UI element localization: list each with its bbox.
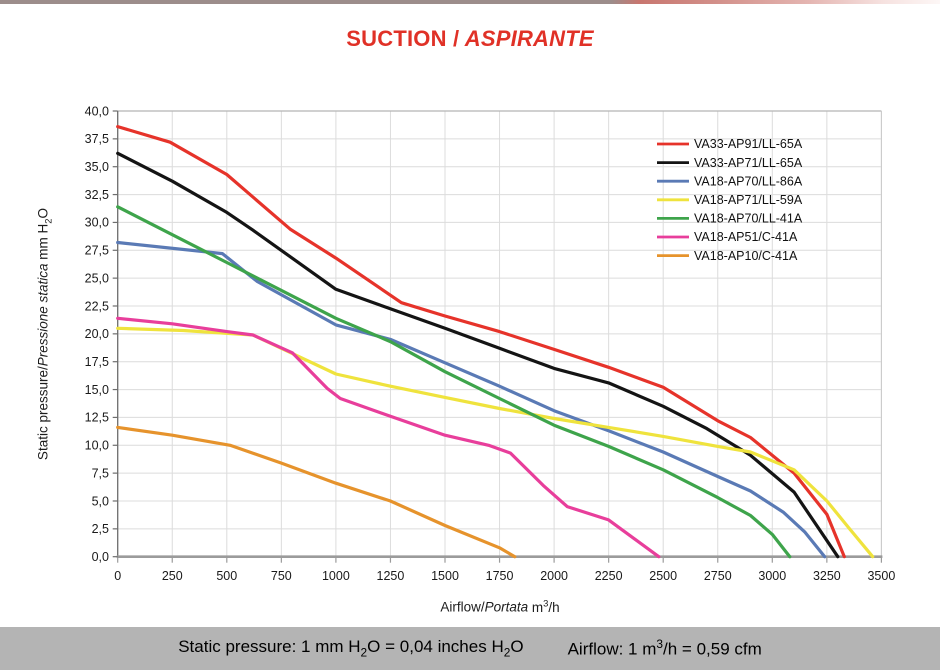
y-tick-label: 22,5 bbox=[85, 299, 109, 313]
pressure-conversion-note: Static pressure: 1 mm H2O = 0,04 inches … bbox=[178, 637, 524, 660]
x-tick-label: 2750 bbox=[704, 569, 732, 583]
x-axis-title: Airflow/Portata m3/h bbox=[0, 598, 940, 615]
y-axis-title-unit: mm H2O bbox=[35, 207, 55, 264]
top-accent-bar bbox=[0, 0, 940, 4]
y-axis-title-plain: Static pressure/ bbox=[35, 366, 51, 461]
x-tick-label: 1500 bbox=[431, 569, 459, 583]
x-tick-label: 1250 bbox=[377, 569, 405, 583]
series-line-VA18-AP10/C-41A bbox=[116, 425, 517, 559]
legend-item: VA18-AP51/C-41A bbox=[657, 230, 798, 244]
y-tick-label: 35,0 bbox=[85, 160, 109, 174]
page-title: SUCTION / ASPIRANTE bbox=[0, 26, 940, 52]
y-tick-label: 5,0 bbox=[92, 494, 109, 508]
page-title-italic: ASPIRANTE bbox=[459, 26, 594, 51]
series-line-VA33-AP71/LL-65A bbox=[116, 151, 840, 559]
y-axis-title-italic: Pressione statica bbox=[35, 263, 51, 367]
y-tick-label: 25,0 bbox=[85, 271, 109, 285]
x-axis-title-italic: Portata bbox=[484, 599, 529, 615]
x-tick-label: 2000 bbox=[540, 569, 568, 583]
y-tick-label: 2,5 bbox=[92, 522, 109, 536]
y-tick-label: 30,0 bbox=[85, 216, 109, 230]
conversion-note-bar: Static pressure: 1 mm H2O = 0,04 inches … bbox=[0, 627, 940, 670]
legend-label: VA18-AP70/LL-41A bbox=[694, 212, 803, 226]
series-line-VA18-AP51/C-41A bbox=[116, 316, 661, 559]
x-tick-label: 1000 bbox=[322, 569, 350, 583]
x-tick-label: 750 bbox=[271, 569, 292, 583]
series-line-VA18-AP70/LL-86A bbox=[116, 240, 827, 559]
x-tick-label: 0 bbox=[114, 569, 121, 583]
legend-label: VA18-AP10/C-41A bbox=[694, 249, 798, 263]
airflow-conversion-note: Airflow: 1 m3/h = 0,59 cfm bbox=[567, 637, 762, 659]
x-tick-label: 1750 bbox=[486, 569, 514, 583]
y-tick-label: 27,5 bbox=[85, 244, 109, 258]
y-tick-label: 10,0 bbox=[85, 439, 109, 453]
page-title-plain: SUCTION / bbox=[346, 26, 460, 51]
y-tick-label: 7,5 bbox=[92, 466, 109, 480]
series-line-VA33-AP91/LL-65A bbox=[116, 125, 846, 559]
legend-label: VA18-AP70/LL-86A bbox=[694, 174, 803, 188]
legend-item: VA18-AP70/LL-86A bbox=[657, 174, 803, 188]
legend-label: VA33-AP91/LL-65A bbox=[694, 137, 803, 151]
legend-item: VA18-AP70/LL-41A bbox=[657, 212, 803, 226]
legend-item: VA33-AP91/LL-65A bbox=[657, 137, 803, 151]
y-axis-title: Static pressure/Pressione statica mm H2O bbox=[36, 208, 55, 460]
y-tick-label: 17,5 bbox=[85, 355, 109, 369]
x-tick-label: 3000 bbox=[758, 569, 786, 583]
x-axis-title-plain: Airflow/ bbox=[440, 599, 485, 615]
x-tick-label: 250 bbox=[162, 569, 183, 583]
series-line-VA18-AP70/LL-41A bbox=[116, 205, 792, 559]
y-tick-label: 0,0 bbox=[92, 550, 109, 564]
y-tick-label: 20,0 bbox=[85, 327, 109, 341]
x-tick-label: 500 bbox=[216, 569, 237, 583]
x-tick-label: 2500 bbox=[649, 569, 677, 583]
legend-item: VA18-AP71/LL-59A bbox=[657, 193, 803, 207]
x-axis-title-unit: m3/h bbox=[528, 598, 560, 615]
legend-label: VA18-AP71/LL-59A bbox=[694, 193, 803, 207]
legend-label: VA18-AP51/C-41A bbox=[694, 230, 798, 244]
legend-item: VA18-AP10/C-41A bbox=[657, 249, 798, 263]
y-tick-label: 40,0 bbox=[85, 104, 109, 118]
y-tick-label: 15,0 bbox=[85, 383, 109, 397]
x-tick-label: 3500 bbox=[867, 569, 895, 583]
x-tick-label: 3250 bbox=[813, 569, 841, 583]
y-tick-label: 37,5 bbox=[85, 132, 109, 146]
y-tick-label: 32,5 bbox=[85, 188, 109, 202]
y-tick-label: 12,5 bbox=[85, 411, 109, 425]
legend-label: VA33-AP71/LL-65A bbox=[694, 156, 803, 170]
legend-item: VA33-AP71/LL-65A bbox=[657, 156, 803, 170]
x-tick-label: 2250 bbox=[595, 569, 623, 583]
